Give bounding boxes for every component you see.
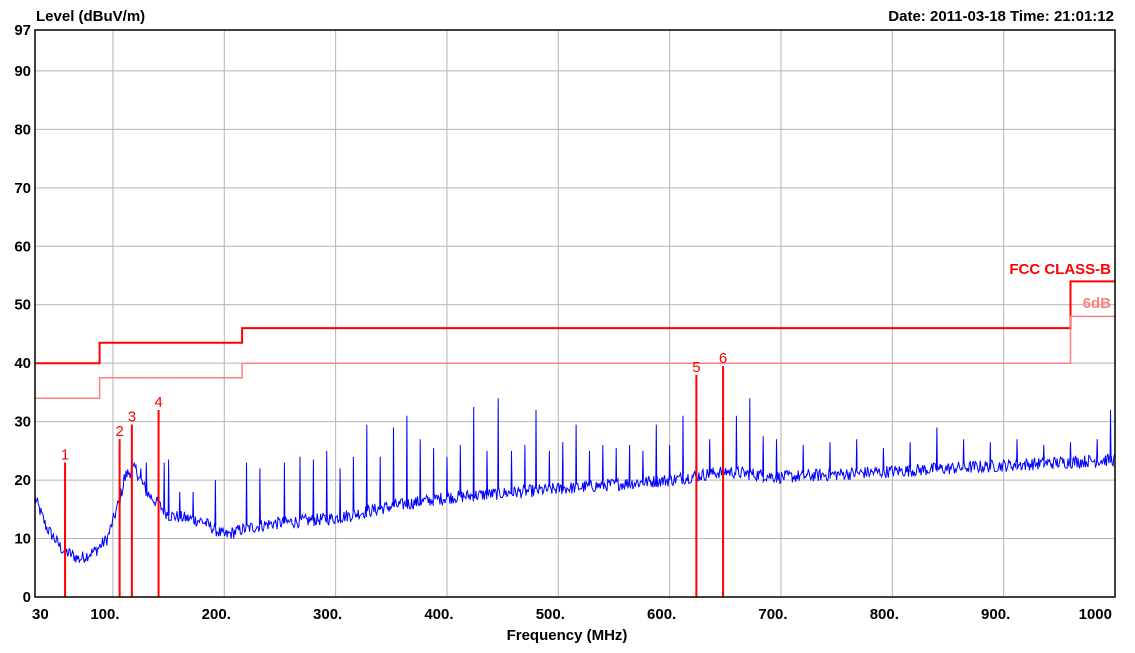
x-tick-label: 500. xyxy=(536,606,565,623)
x-axis-ticks: 30 100. 200. 300. 400. 500. 600. 700. 800. 900. 10… xyxy=(32,606,1112,623)
x-tick-label: 800. xyxy=(870,606,899,623)
x-tick-label: 1000 xyxy=(1079,606,1112,623)
limit-legend: FCC CLASS-B 6dB xyxy=(1009,261,1111,312)
x-tick-label: 200. xyxy=(202,606,231,623)
y-tick-label: 60 xyxy=(14,238,31,255)
spectrum-trace xyxy=(34,380,1116,564)
marker-label-1: 1 xyxy=(61,447,69,464)
x-axis-label: Frequency (MHz) xyxy=(507,627,628,644)
marker-label-5: 5 xyxy=(692,359,700,376)
x-tick-label: 600. xyxy=(647,606,676,623)
plot-background xyxy=(35,30,1115,597)
limit-lines xyxy=(35,280,1115,400)
y-tick-label: 40 xyxy=(14,355,31,372)
six-db-margin-line xyxy=(35,315,1115,400)
legend-fcc-class-b: FCC CLASS-B xyxy=(1009,261,1111,278)
y-tick-label: 70 xyxy=(14,180,31,197)
y-tick-label: 80 xyxy=(14,121,31,138)
y-tick-label: 97 xyxy=(14,22,31,39)
x-tick-label: 300. xyxy=(313,606,342,623)
x-tick-label: 700. xyxy=(758,606,787,623)
y-tick-label: 0 xyxy=(23,589,31,606)
marker-label-3: 3 xyxy=(128,409,136,426)
x-tick-label: 400. xyxy=(424,606,453,623)
x-tick-label: 100. xyxy=(90,606,119,623)
grid-lines xyxy=(35,30,1115,597)
y-axis-ticks: 0 10 20 30 40 50 60 70 80 90 97 xyxy=(14,22,31,606)
y-tick-label: 90 xyxy=(14,63,31,80)
fcc-class-b-limit-line xyxy=(35,280,1115,365)
y-tick-label: 30 xyxy=(14,414,31,431)
x-tick-label: 900. xyxy=(981,606,1010,623)
marker-label-2: 2 xyxy=(115,423,123,440)
y-axis-label: Level (dBuV/m) xyxy=(36,8,145,25)
marker-label-6: 6 xyxy=(719,350,727,367)
plot-frame xyxy=(34,29,1116,598)
spectrum-line xyxy=(34,380,1116,564)
y-tick-label: 20 xyxy=(14,472,31,489)
x-tick-label: 30 xyxy=(32,606,49,623)
marker-label-4: 4 xyxy=(154,394,162,411)
date-time-stamp: Date: 2011-03-18 Time: 21:01:12 xyxy=(888,8,1114,25)
legend-6db: 6dB xyxy=(1083,295,1112,312)
y-tick-label: 50 xyxy=(14,297,31,314)
y-tick-label: 10 xyxy=(14,531,31,548)
